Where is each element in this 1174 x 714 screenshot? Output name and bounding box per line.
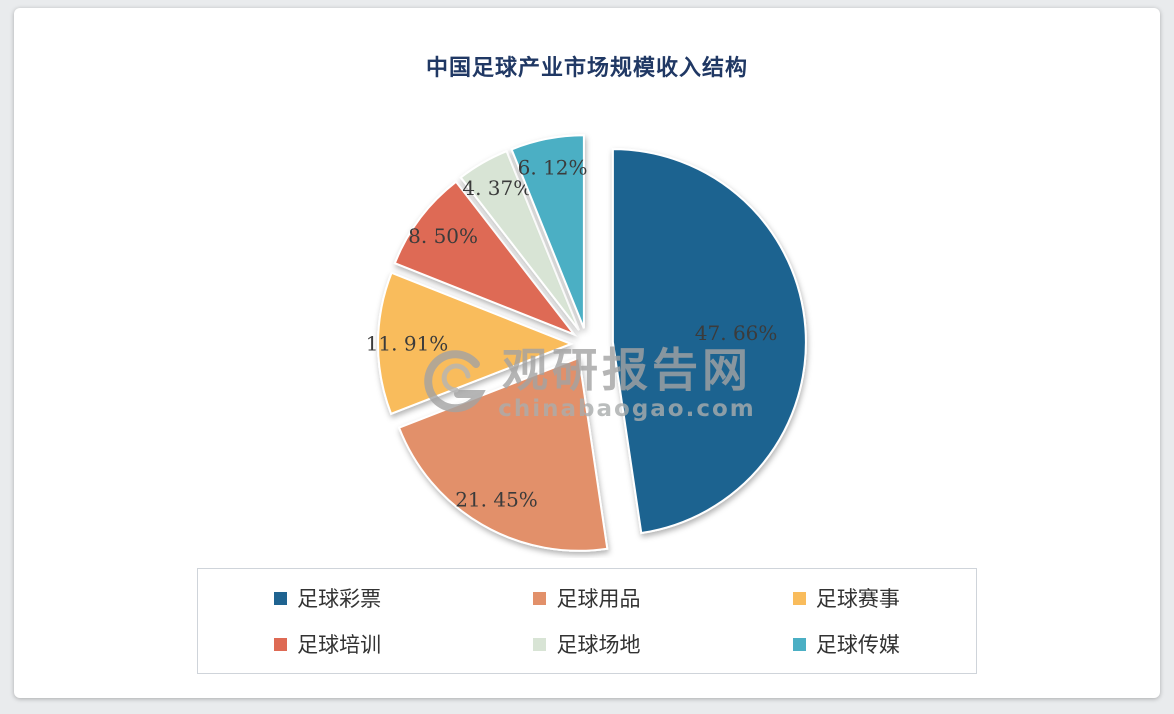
legend-label: 足球场地 (556, 633, 641, 657)
pie-slice-label-1: 21. 45% (455, 488, 538, 512)
pie-slice-3 (393, 180, 578, 337)
pie-slice-4 (459, 149, 580, 331)
legend-item-3: 足球培训 (198, 629, 457, 659)
chart-title: 中国足球产业市场规模收入结构 (425, 56, 748, 81)
legend-item-5: 足球传媒 (717, 629, 976, 659)
pie-slice-label-4: 4. 37% (462, 176, 532, 200)
pie-slice-label-5: 6. 12% (518, 155, 588, 179)
legend-label: 足球培训 (297, 633, 382, 657)
pie-slice-1 (397, 356, 609, 552)
pie-chart: 47. 66% 21. 45% 11. 91% 8. 50% 4. 37%6. 12% (366, 134, 807, 552)
chart-legend: 足球彩票 足球用品 足球赛事足球培训 足球场地 足球传媒 (197, 568, 977, 674)
legend-swatch-icon (533, 637, 547, 651)
legend-item-2: 足球赛事 (717, 583, 976, 613)
legend-label: 足球彩票 (297, 587, 382, 611)
legend-label: 足球用品 (556, 587, 641, 611)
legend-swatch-icon (274, 591, 288, 605)
chart-card: 中国足球产业市场规模收入结构 47. 66% 21. 45% 11. 91% 8. 5… (14, 8, 1160, 698)
legend-label: 足球传媒 (815, 633, 900, 657)
legend-swatch-icon (792, 591, 806, 605)
pie-slice-5 (510, 134, 585, 329)
legend-swatch-icon (533, 591, 547, 605)
legend-item-4: 足球场地 (457, 629, 716, 659)
legend-swatch-icon (792, 637, 806, 651)
legend-item-1: 足球用品 (457, 583, 716, 613)
legend-item-0: 足球彩票 (198, 583, 457, 613)
pie-slice-label-3: 8. 50% (408, 224, 478, 248)
legend-swatch-icon (274, 637, 288, 651)
pie-slice-label-0: 47. 66% (695, 321, 778, 345)
pie-slice-0 (611, 148, 807, 535)
legend-label: 足球赛事 (815, 587, 900, 611)
pie-slice-label-2: 11. 91% (366, 331, 449, 355)
